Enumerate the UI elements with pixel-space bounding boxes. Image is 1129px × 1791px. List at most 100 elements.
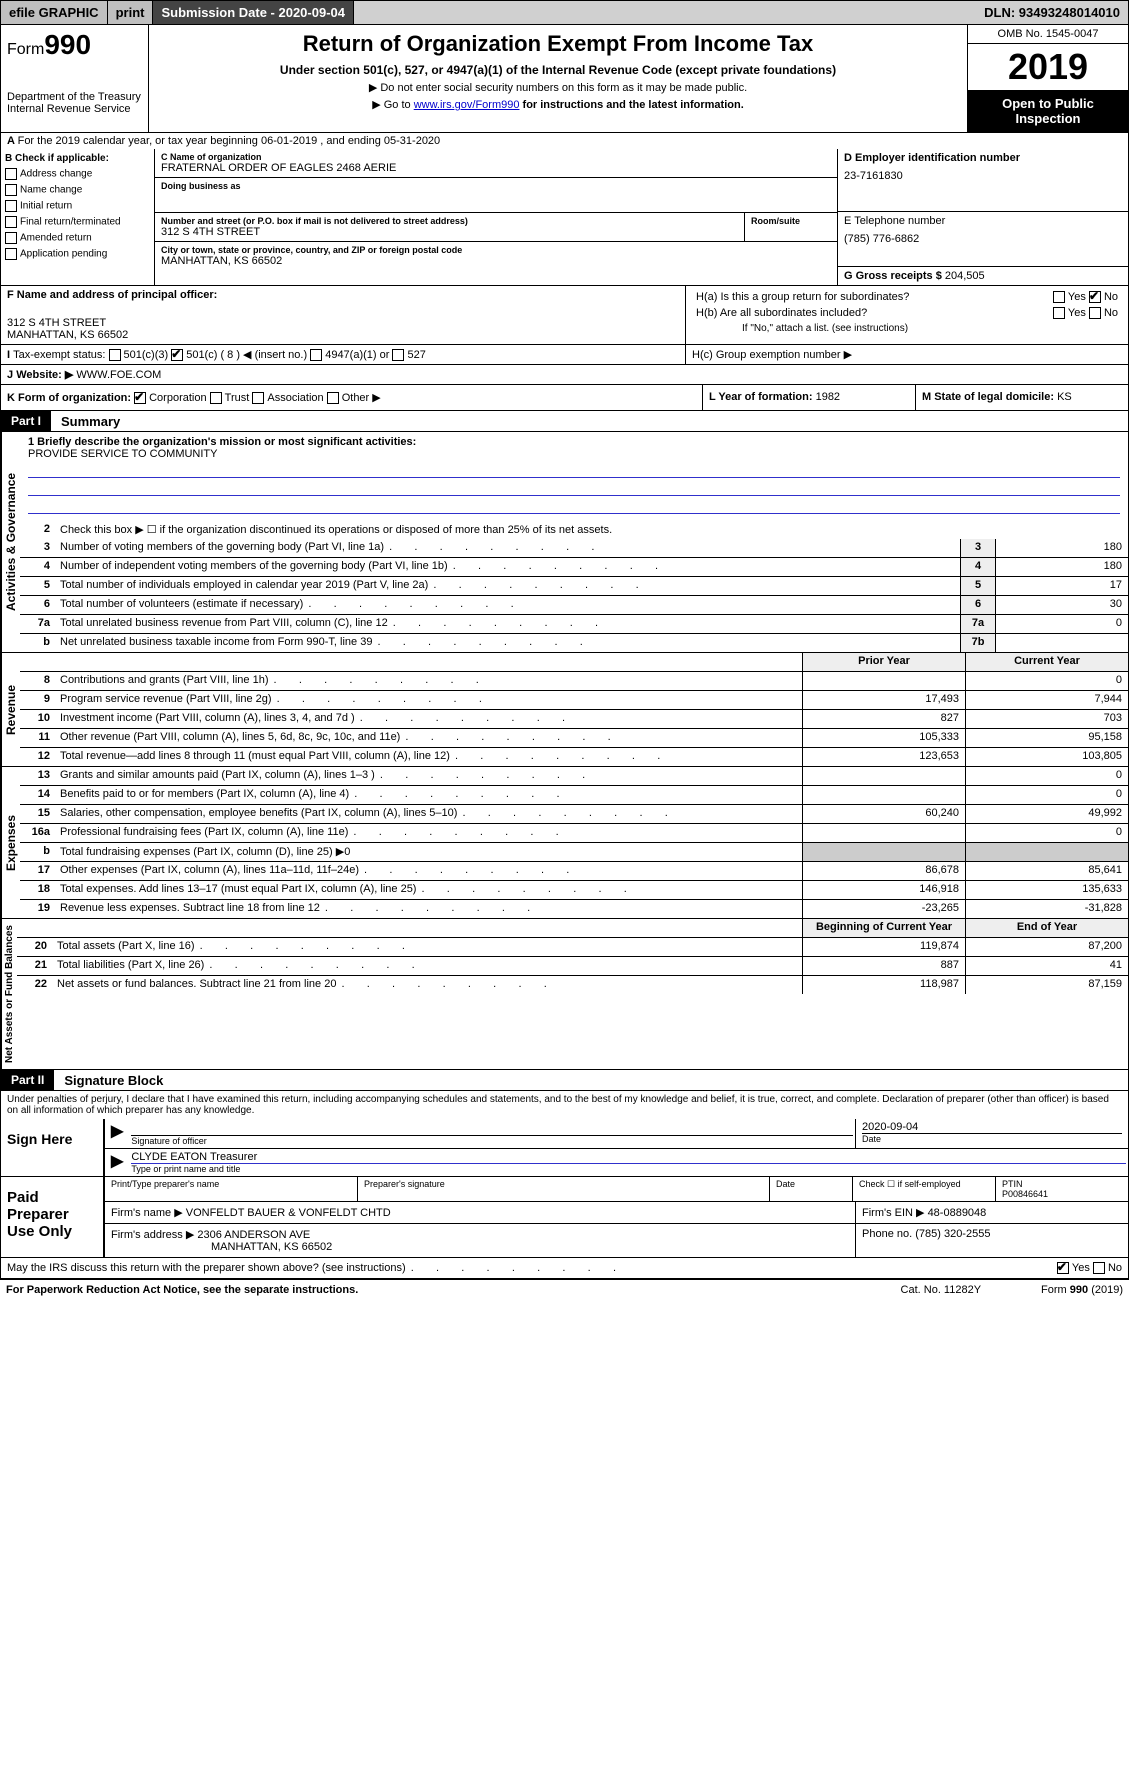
revenue-section: Revenue Prior Year Current Year 8Contrib…: [0, 653, 1129, 767]
end-year-hdr: End of Year: [965, 919, 1128, 937]
cb-501c[interactable]: [171, 349, 183, 361]
website-label: Website: ▶: [16, 369, 73, 381]
checkbox-final-return[interactable]: [5, 216, 17, 228]
checkbox-application-pending[interactable]: [5, 248, 17, 260]
prep-name-label: Print/Type preparer's name: [105, 1177, 358, 1201]
part1-title: Summary: [51, 414, 120, 429]
print-button[interactable]: print: [108, 1, 154, 24]
discuss-yes[interactable]: [1057, 1262, 1069, 1274]
cb-other[interactable]: [327, 392, 339, 404]
org-name: FRATERNAL ORDER OF EAGLES 2468 AERIE: [161, 162, 831, 174]
officer-name: CLYDE EATON Treasurer: [131, 1151, 1126, 1164]
firm-phone: (785) 320-2555: [915, 1228, 990, 1240]
summary-row: 18Total expenses. Add lines 13–17 (must …: [20, 881, 1128, 900]
ha-yes[interactable]: [1053, 291, 1065, 303]
box-b: B Check if applicable: Address change Na…: [1, 149, 155, 285]
hb-no[interactable]: [1089, 307, 1101, 319]
summary-row: bTotal fundraising expenses (Part IX, co…: [20, 843, 1128, 862]
ein-value: 23-7161830: [844, 170, 1122, 182]
self-employed: Check ☐ if self-employed: [853, 1177, 996, 1201]
gross-receipts-value: 204,505: [945, 270, 985, 282]
room-label: Room/suite: [751, 216, 831, 226]
efile-button[interactable]: efile GRAPHIC: [1, 1, 108, 24]
summary-row: 5Total number of individuals employed in…: [20, 577, 1128, 596]
dept-treasury: Department of the Treasury: [7, 91, 142, 103]
omb-number: OMB No. 1545-0047: [968, 25, 1128, 44]
cb-527[interactable]: [392, 349, 404, 361]
cb-501c3[interactable]: [109, 349, 121, 361]
form-subtitle: Under section 501(c), 527, or 4947(a)(1)…: [155, 63, 961, 77]
firm-phone-label: Phone no.: [862, 1228, 912, 1240]
city-state-zip: MANHATTAN, KS 66502: [161, 255, 831, 267]
street-address: 312 S 4TH STREET: [161, 226, 738, 238]
activities-governance: Activities & Governance 1 Briefly descri…: [0, 432, 1129, 653]
officer-label: F Name and address of principal officer:: [7, 289, 217, 301]
sign-here-block: Sign Here ▶ Signature of officer 2020-09…: [0, 1119, 1129, 1177]
tab-expenses: Expenses: [1, 767, 20, 918]
discuss-row: May the IRS discuss this return with the…: [0, 1258, 1129, 1279]
part2-title: Signature Block: [54, 1073, 163, 1088]
addr-label: Number and street (or P.O. box if mail i…: [161, 216, 738, 226]
prep-sig-label: Preparer's signature: [358, 1177, 770, 1201]
h-b-note: If "No," attach a list. (see instruction…: [692, 321, 1122, 336]
summary-row: 14Benefits paid to or for members (Part …: [20, 786, 1128, 805]
checkbox-amended[interactable]: [5, 232, 17, 244]
website-value: WWW.FOE.COM: [76, 369, 161, 381]
sig-date-label: Date: [862, 1133, 1122, 1144]
form-title: Return of Organization Exempt From Incom…: [155, 31, 961, 57]
paid-preparer-block: Paid Preparer Use Only Print/Type prepar…: [0, 1177, 1129, 1258]
expenses-section: Expenses 13Grants and similar amounts pa…: [0, 767, 1129, 919]
tax-year: 2019: [968, 44, 1128, 90]
summary-row: 7aTotal unrelated business revenue from …: [20, 615, 1128, 634]
entity-block: B Check if applicable: Address change Na…: [0, 149, 1129, 286]
checkbox-name-change[interactable]: [5, 184, 17, 196]
hb-yes[interactable]: [1053, 307, 1065, 319]
summary-row: 11Other revenue (Part VIII, column (A), …: [20, 729, 1128, 748]
summary-row: 12Total revenue—add lines 8 through 11 (…: [20, 748, 1128, 766]
checkbox-initial-return[interactable]: [5, 200, 17, 212]
form-number: Form990: [7, 29, 142, 61]
footer-right: Form 990 (2019): [1041, 1284, 1123, 1296]
h-c: H(c) Group exemption number ▶: [686, 345, 1128, 364]
firm-name-label: Firm's name ▶: [111, 1207, 183, 1219]
firm-ein: 48-0889048: [928, 1207, 987, 1219]
sig-officer-label: Signature of officer: [131, 1135, 853, 1146]
summary-row: 17Other expenses (Part IX, column (A), l…: [20, 862, 1128, 881]
ha-no[interactable]: [1089, 291, 1101, 303]
domicile-label: M State of legal domicile:: [922, 391, 1054, 403]
summary-row: 3Number of voting members of the governi…: [20, 539, 1128, 558]
city-label: City or town, state or province, country…: [161, 245, 831, 255]
tab-activities: Activities & Governance: [1, 432, 20, 652]
dln: DLN: 93493248014010: [976, 1, 1128, 24]
summary-row: bNet unrelated business taxable income f…: [20, 634, 1128, 652]
summary-row: 13Grants and similar amounts paid (Part …: [20, 767, 1128, 786]
cb-corp[interactable]: [134, 392, 146, 404]
cb-trust[interactable]: [210, 392, 222, 404]
firm-name: VONFELDT BAUER & VONFELDT CHTD: [186, 1207, 391, 1219]
domicile: KS: [1057, 391, 1072, 403]
prior-year-hdr: Prior Year: [802, 653, 965, 671]
summary-row: 2Check this box ▶ ☐ if the organization …: [20, 521, 1128, 539]
mission-value: PROVIDE SERVICE TO COMMUNITY: [28, 448, 217, 460]
summary-row: 16aProfessional fundraising fees (Part I…: [20, 824, 1128, 843]
year-formation: 1982: [816, 391, 840, 403]
beginning-year-hdr: Beginning of Current Year: [802, 919, 965, 937]
tab-revenue: Revenue: [1, 653, 20, 766]
summary-row: 15Salaries, other compensation, employee…: [20, 805, 1128, 824]
tax-status-label: Tax-exempt status:: [13, 349, 105, 361]
firm-addr1: 2306 ANDERSON AVE: [197, 1229, 310, 1241]
current-year-hdr: Current Year: [965, 653, 1128, 671]
note-ssn: ▶ Do not enter social security numbers o…: [155, 81, 961, 94]
discuss-no[interactable]: [1093, 1262, 1105, 1274]
mission-label: 1 Briefly describe the organization's mi…: [28, 436, 416, 448]
cb-4947[interactable]: [310, 349, 322, 361]
summary-row: 4Number of independent voting members of…: [20, 558, 1128, 577]
dept-irs: Internal Revenue Service: [7, 103, 142, 115]
arrow-icon: ▶: [105, 1119, 129, 1148]
irs-link[interactable]: www.irs.gov/Form990: [414, 99, 520, 111]
checkbox-address-change[interactable]: [5, 168, 17, 180]
cb-assoc[interactable]: [252, 392, 264, 404]
part2-badge: Part II: [1, 1070, 54, 1090]
open-inspection: Open to Public Inspection: [968, 90, 1128, 132]
footer-mid: Cat. No. 11282Y: [901, 1284, 982, 1296]
